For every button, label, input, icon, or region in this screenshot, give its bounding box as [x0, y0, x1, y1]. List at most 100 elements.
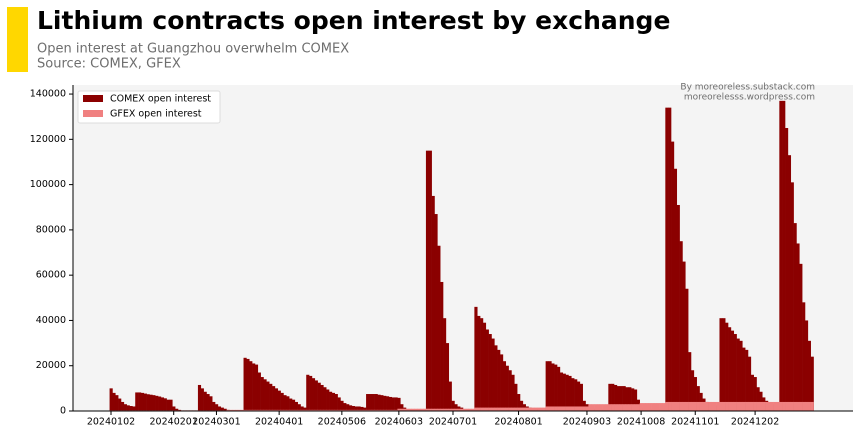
bar — [557, 367, 560, 411]
bar — [278, 391, 281, 411]
bar — [437, 246, 440, 411]
bar — [808, 402, 811, 411]
bar — [283, 395, 286, 411]
bar — [722, 318, 725, 411]
bar — [383, 396, 386, 411]
y-tick-label: 0 — [60, 406, 66, 417]
bar — [489, 334, 492, 411]
bar — [372, 394, 375, 411]
bar — [486, 330, 489, 412]
bar — [605, 404, 608, 411]
bar — [506, 408, 509, 411]
bar — [734, 402, 737, 411]
bar — [662, 403, 665, 411]
bar — [167, 400, 170, 411]
x-tick-label: 20240801 — [494, 417, 542, 428]
bar — [774, 402, 777, 411]
y-tick-label: 120000 — [30, 134, 66, 145]
bar — [252, 363, 255, 411]
bar — [127, 405, 130, 411]
bar — [742, 402, 745, 411]
bar — [728, 402, 731, 411]
bar — [147, 394, 150, 411]
bar — [705, 402, 708, 411]
bar — [566, 406, 569, 411]
legend-label: COMEX open interest — [110, 94, 211, 105]
bar — [506, 366, 509, 411]
bar — [121, 402, 124, 411]
bar — [808, 341, 811, 411]
bar — [141, 393, 144, 411]
bar — [611, 404, 614, 411]
bar — [152, 395, 155, 411]
bar — [571, 406, 574, 411]
bar — [785, 402, 788, 411]
bar — [805, 402, 808, 411]
bar — [551, 406, 554, 411]
x-tick-label: 20240903 — [563, 417, 611, 428]
bar — [794, 402, 797, 411]
y-tick-label: 60000 — [36, 270, 66, 281]
bar — [594, 404, 597, 411]
bar — [434, 214, 437, 411]
bar — [514, 408, 517, 411]
y-tick-label: 100000 — [30, 179, 66, 190]
bar — [149, 395, 152, 411]
bar — [503, 408, 506, 411]
bar — [608, 404, 611, 411]
bar — [135, 392, 138, 411]
x-tick-label: 20241101 — [671, 417, 719, 428]
bar — [258, 373, 261, 411]
bar — [776, 402, 779, 411]
bar — [768, 402, 771, 411]
bar — [788, 402, 791, 411]
bar — [680, 402, 683, 411]
bar — [494, 345, 497, 411]
bar — [782, 402, 785, 411]
bar — [665, 108, 668, 411]
bar — [491, 408, 494, 411]
bar — [340, 401, 343, 411]
bar — [531, 408, 534, 411]
bar — [560, 373, 563, 411]
bar — [534, 408, 537, 411]
bar — [654, 403, 657, 411]
bar — [112, 393, 115, 411]
bar — [118, 399, 121, 411]
bar — [791, 182, 794, 411]
y-tick-label: 40000 — [36, 315, 66, 326]
bar — [500, 408, 503, 411]
bar — [708, 402, 711, 411]
bar — [449, 382, 452, 411]
bar — [209, 396, 212, 411]
bar — [517, 408, 520, 411]
bar — [281, 393, 284, 411]
bar — [668, 402, 671, 411]
y-tick-label: 80000 — [36, 224, 66, 235]
bar — [737, 339, 740, 411]
bar — [377, 395, 380, 411]
bar — [491, 339, 494, 411]
bar — [164, 398, 167, 411]
bar — [480, 318, 483, 411]
bar — [537, 408, 540, 411]
bar — [489, 408, 492, 411]
bar — [785, 128, 788, 411]
bar — [511, 375, 514, 411]
bar — [546, 406, 549, 411]
bar — [540, 408, 543, 411]
bar — [318, 383, 321, 411]
x-tick-label: 20240201 — [150, 417, 198, 428]
bar — [255, 365, 258, 411]
bar — [323, 387, 326, 411]
bar — [674, 402, 677, 411]
bar — [734, 334, 737, 411]
bar — [554, 406, 557, 411]
bar — [799, 402, 802, 411]
x-tick-label: 20241008 — [617, 417, 665, 428]
bar — [477, 408, 480, 411]
chart-title: Lithium contracts open interest by excha… — [37, 6, 670, 35]
bar — [714, 402, 717, 411]
bar — [665, 402, 668, 411]
bar — [261, 377, 264, 411]
